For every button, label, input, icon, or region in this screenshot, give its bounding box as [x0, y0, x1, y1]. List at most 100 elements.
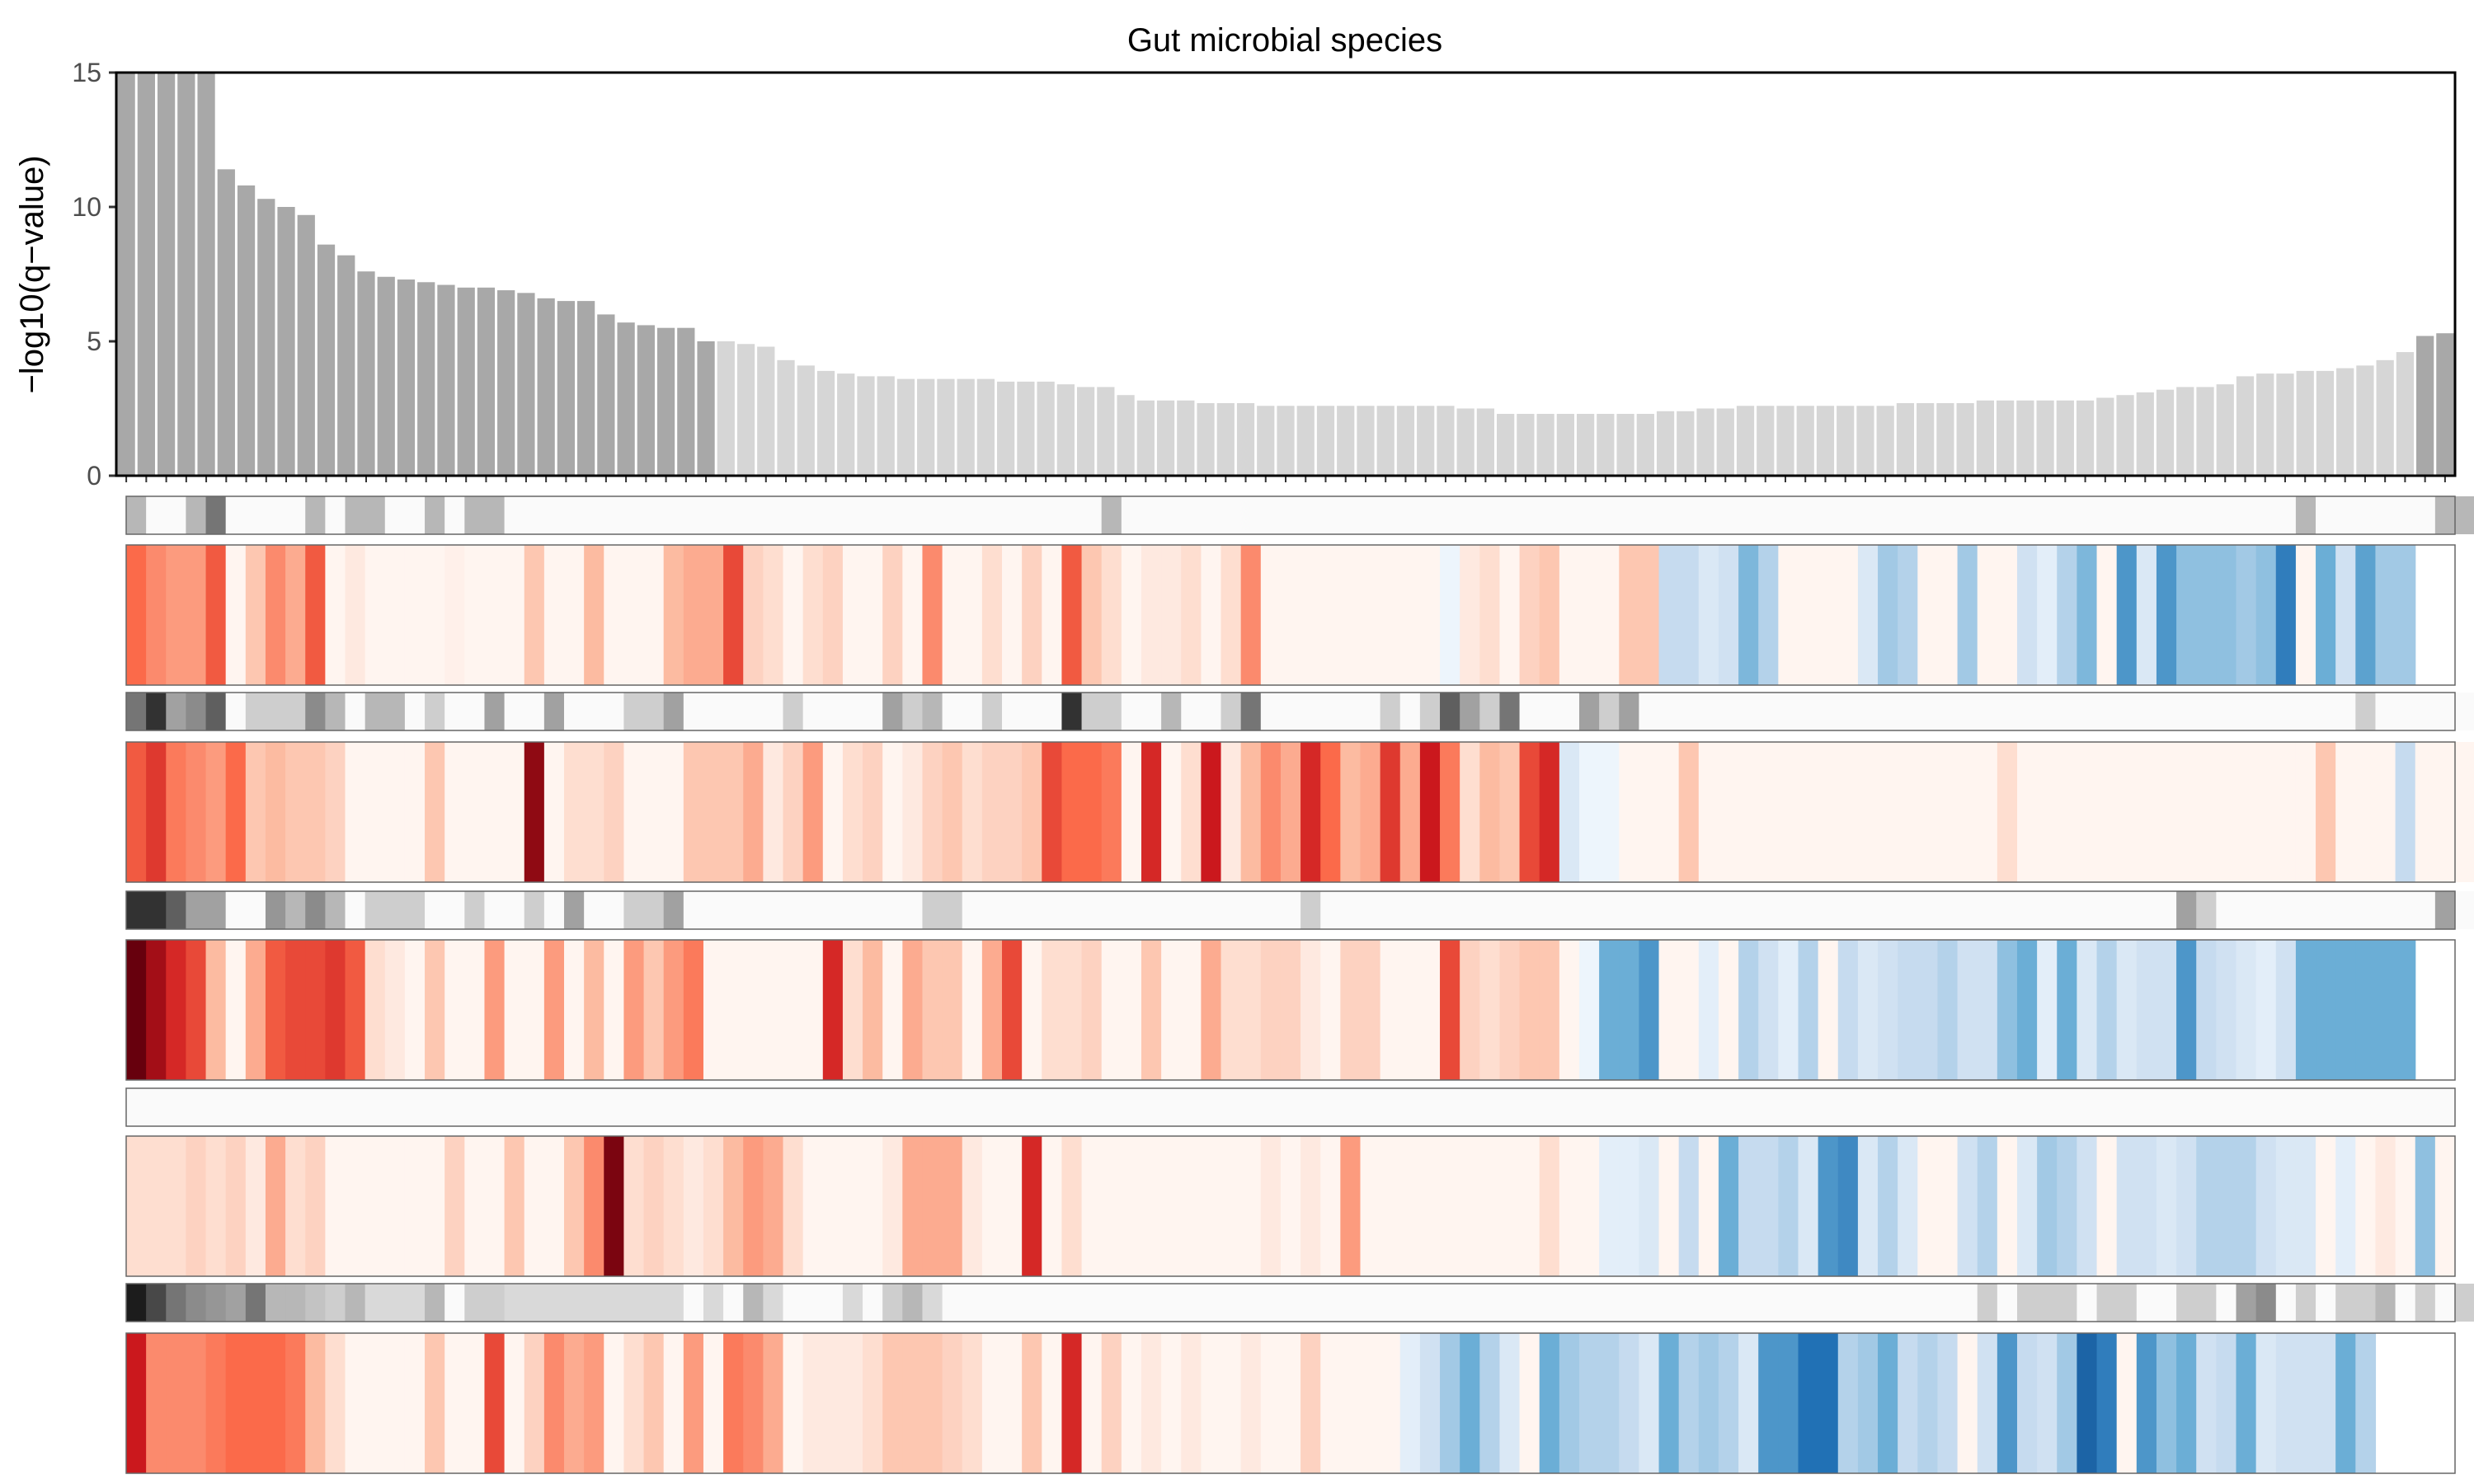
- heat-cell: [863, 1136, 883, 1276]
- heat-cell: [1599, 1333, 1620, 1473]
- heat-cell: [1300, 940, 1321, 1080]
- heat-cell: [1181, 742, 1202, 882]
- track-cell: [643, 891, 665, 929]
- track-cell: [2335, 496, 2356, 534]
- bar: [2356, 365, 2374, 476]
- heat-cell: [1081, 1333, 1103, 1473]
- bar: [677, 327, 695, 476]
- heat-cell: [425, 1136, 445, 1276]
- heat-cell: [1042, 940, 1063, 1080]
- track-cell: [2216, 1284, 2237, 1322]
- track-cell: [663, 1088, 684, 1126]
- track-cell: [1022, 1284, 1042, 1322]
- heat-cell: [484, 742, 506, 882]
- track-cell: [524, 496, 545, 534]
- heat-cell: [822, 1136, 844, 1276]
- heat-cell: [2316, 545, 2336, 685]
- heat-cell: [166, 545, 187, 685]
- track-cell: [1718, 496, 1739, 534]
- heat-cell: [1818, 940, 1839, 1080]
- heat-cell: [543, 1333, 565, 1473]
- track-cell: [1419, 891, 1441, 929]
- heat-cell: [1778, 940, 1799, 1080]
- heat-cell: [225, 1136, 247, 1276]
- track-cell: [1519, 1284, 1540, 1322]
- heat-cell: [1658, 742, 1680, 882]
- track-cell: [802, 693, 824, 730]
- heat-cell: [225, 742, 247, 882]
- heat-cell: [1201, 1136, 1222, 1276]
- heat-cell: [1002, 1333, 1023, 1473]
- heat-cell: [1957, 1136, 1978, 1276]
- heat-cell: [1578, 1136, 1600, 1276]
- heat-cell: [365, 1333, 386, 1473]
- track-cell: [1101, 496, 1122, 534]
- track-cell: [981, 496, 1003, 534]
- heat-cell: [1360, 545, 1381, 685]
- heat-cell: [1837, 940, 1859, 1080]
- heat-cell: [902, 940, 924, 1080]
- track-cell: [783, 1284, 804, 1322]
- heat-cell: [1419, 1136, 1441, 1276]
- track-cell: [922, 1088, 943, 1126]
- track-cell: [683, 891, 704, 929]
- track-cell: [1718, 1088, 1739, 1126]
- heat-cell: [1658, 940, 1680, 1080]
- track-cell: [444, 1088, 465, 1126]
- heat-cell: [882, 1136, 903, 1276]
- heat-cell: [942, 1136, 963, 1276]
- track-cell: [1419, 496, 1441, 534]
- heat-cell: [1419, 545, 1441, 685]
- heat-cell: [1738, 940, 1759, 1080]
- track-cell: [2295, 693, 2316, 730]
- heat-cell: [404, 545, 426, 685]
- track-cell: [663, 891, 684, 929]
- heat-cell: [1460, 742, 1480, 882]
- track-cell: [325, 1088, 346, 1126]
- y-tick-label: 15: [72, 58, 101, 87]
- heat-cell: [942, 545, 963, 685]
- track-cell: [484, 496, 506, 534]
- bar: [1437, 406, 1455, 476]
- bar: [2116, 395, 2134, 476]
- track-cell: [842, 1284, 863, 1322]
- bar: [896, 378, 915, 476]
- heat-cell: [1280, 545, 1301, 685]
- heat-cell: [126, 545, 147, 685]
- heat-cell: [1061, 1136, 1083, 1276]
- heat-cell: [2156, 545, 2177, 685]
- track-cell: [504, 496, 525, 534]
- track-cell: [1121, 496, 1142, 534]
- bar: [2276, 373, 2294, 476]
- heat-cell: [643, 742, 665, 882]
- track-cell: [1081, 891, 1103, 929]
- track-cell: [2375, 1284, 2396, 1322]
- heat-cell: [1360, 742, 1381, 882]
- heat-cell: [1818, 545, 1839, 685]
- heat-cell: [1201, 545, 1222, 685]
- bar: [137, 73, 155, 476]
- heat-cell: [1798, 940, 1819, 1080]
- track-cell: [1280, 1088, 1301, 1126]
- track-cell: [1957, 693, 1978, 730]
- heat-cell: [2236, 1333, 2257, 1473]
- track-cell: [245, 693, 266, 730]
- track-cell: [425, 693, 445, 730]
- heat-cell: [1917, 742, 1939, 882]
- track-cell: [1639, 693, 1660, 730]
- track-cell: [444, 693, 465, 730]
- track-cell: [1260, 1284, 1282, 1322]
- track-cell: [2375, 693, 2396, 730]
- heat-cell: [1240, 940, 1262, 1080]
- track-cell: [2196, 496, 2217, 534]
- track-cell: [1201, 891, 1222, 929]
- track-cell: [1161, 891, 1182, 929]
- heat-cell: [325, 1136, 346, 1276]
- track-cell: [325, 1284, 346, 1322]
- bar: [976, 378, 995, 476]
- track-cell: [345, 1088, 366, 1126]
- track-cell: [1837, 496, 1859, 534]
- heat-cell: [1121, 545, 1142, 685]
- heat-cell: [1917, 545, 1939, 685]
- heat-cell: [2375, 1136, 2396, 1276]
